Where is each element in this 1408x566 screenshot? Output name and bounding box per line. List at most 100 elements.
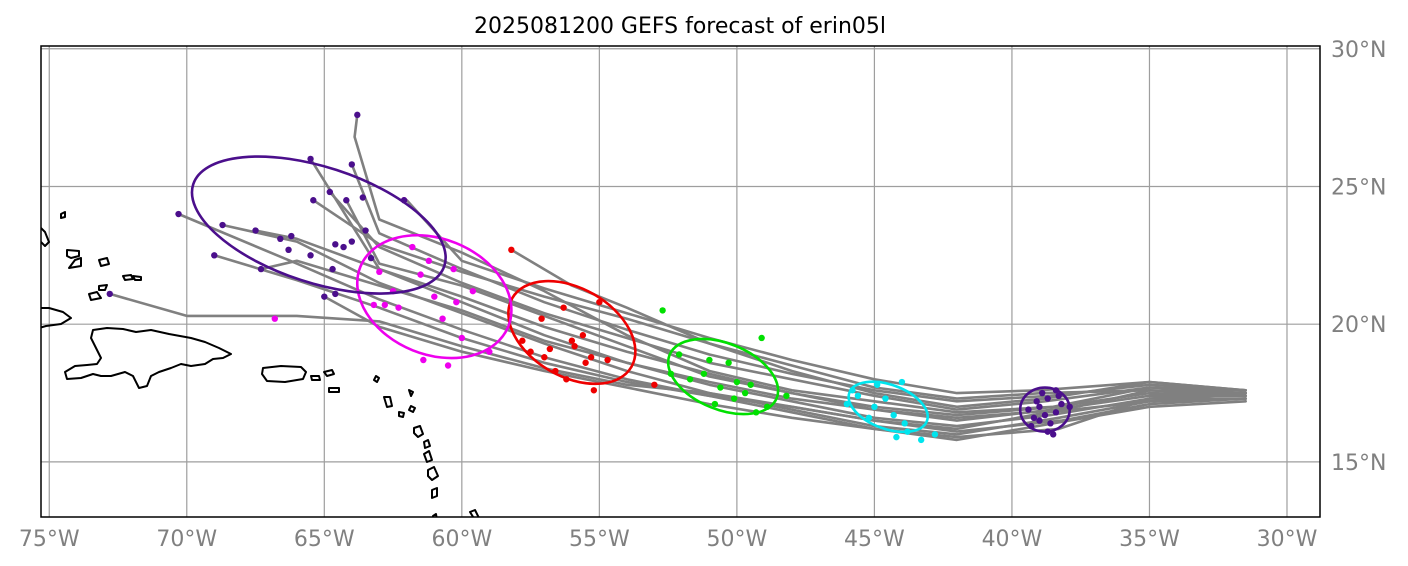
forecast-point — [1049, 431, 1057, 438]
plot-frame — [40, 45, 1321, 518]
y-tick-label: 15°N — [1331, 451, 1386, 476]
coast-bahamas-4 — [68, 257, 82, 269]
coast-lesser-antilles-5 — [408, 405, 416, 413]
forecast-point — [519, 337, 526, 344]
forecast-point — [211, 252, 218, 259]
forecast-point — [370, 301, 378, 309]
forecast-points — [106, 111, 1073, 444]
forecast-point — [409, 243, 416, 251]
forecast-track-line — [213, 254, 1247, 433]
forecast-point — [854, 392, 862, 400]
coast-bahamas-1 — [41, 226, 50, 247]
x-tick-label: 65°W — [294, 527, 355, 552]
forecast-point — [354, 111, 361, 119]
forecast-point — [420, 356, 427, 364]
coast-puerto-rico — [261, 365, 307, 383]
forecast-point — [106, 290, 113, 298]
point-group-green — [659, 307, 790, 416]
coast-small-island-2 — [323, 369, 335, 377]
forecast-point — [917, 436, 925, 444]
forecast-point — [332, 241, 339, 248]
forecast-point — [1038, 389, 1046, 397]
forecast-point — [271, 315, 278, 322]
forecast-point — [329, 265, 336, 273]
coast-bahamas-6 — [122, 274, 134, 281]
forecast-point — [568, 337, 576, 344]
forecast-point — [725, 359, 732, 366]
forecast-point — [571, 343, 578, 350]
coast-lesser-antilles-12 — [469, 509, 480, 517]
forecast-point — [579, 332, 587, 339]
forecast-point — [343, 197, 350, 204]
forecast-point — [1058, 400, 1065, 408]
forecast-point — [285, 246, 292, 254]
forecast-point — [326, 188, 334, 196]
coast-lesser-antilles-1 — [373, 375, 380, 383]
forecast-point — [1036, 403, 1043, 411]
forecast-point — [395, 304, 402, 311]
coast-small-island-3 — [328, 387, 340, 393]
forecast-point — [348, 238, 356, 245]
forecast-point — [359, 194, 367, 201]
forecast-point — [590, 387, 598, 394]
forecast-point — [257, 265, 265, 273]
x-tick-label: 50°W — [707, 527, 768, 552]
forecast-point — [1055, 392, 1062, 400]
forecast-point — [340, 243, 347, 251]
forecast-point — [538, 315, 545, 322]
x-tick-label: 60°W — [431, 527, 492, 552]
forecast-point — [1030, 414, 1038, 422]
x-tick-label: 30°W — [1257, 527, 1318, 552]
coastlines — [41, 211, 480, 517]
forecast-point — [582, 359, 589, 366]
forecast-point — [711, 400, 719, 408]
point-group-magenta — [271, 197, 513, 369]
forecast-point — [1047, 420, 1054, 427]
forecast-point — [332, 290, 339, 298]
forecast-point — [758, 334, 765, 342]
coast-lesser-antilles-7 — [423, 439, 431, 449]
y-axis-tick-labels: 15°N 20°N 25°N 30°N — [1331, 38, 1386, 476]
forecast-point — [453, 298, 460, 306]
coast-bahamas-5 — [98, 257, 110, 267]
forecast-point — [450, 265, 457, 273]
forecast-point — [362, 227, 369, 234]
x-tick-label: 35°W — [1119, 527, 1180, 552]
forecast-point — [783, 392, 790, 400]
forecast-point — [893, 433, 900, 441]
plot-background — [41, 46, 1320, 517]
forecast-point — [730, 395, 738, 402]
forecast-point — [651, 381, 658, 388]
forecast-point — [252, 227, 259, 234]
forecast-point — [890, 411, 897, 419]
point-group-cyan — [843, 378, 939, 444]
forecast-point — [1036, 417, 1043, 424]
forecast-point — [376, 268, 383, 276]
forecast-point — [686, 376, 694, 383]
forecast-track-line — [405, 198, 1247, 395]
forecast-point — [310, 197, 317, 204]
forecast-point — [348, 161, 356, 168]
coast-lesser-antilles-11 — [432, 513, 438, 517]
forecast-point — [367, 254, 375, 262]
coast-turks-2 — [88, 291, 102, 301]
forecast-point — [596, 298, 603, 306]
coast-lesser-antilles-6 — [413, 425, 424, 438]
forecast-point — [175, 210, 182, 218]
x-tick-label: 55°W — [569, 527, 630, 552]
forecast-point — [706, 356, 713, 364]
uncertainty-ellipse — [1018, 386, 1072, 433]
forecast-point — [381, 301, 389, 309]
coast-lesser-antilles-9 — [427, 466, 439, 481]
forecast-point — [898, 378, 906, 386]
forecast-point — [659, 307, 666, 314]
forecast-point — [587, 354, 595, 361]
coast-hispaniola — [64, 327, 232, 389]
forecast-point — [546, 345, 554, 353]
forecast-point — [417, 271, 424, 278]
forecast-point — [425, 257, 433, 265]
uncertainty-ellipse — [666, 337, 780, 416]
uncertainty-ellipse — [190, 155, 447, 295]
coast-lesser-antilles-8 — [423, 450, 433, 463]
